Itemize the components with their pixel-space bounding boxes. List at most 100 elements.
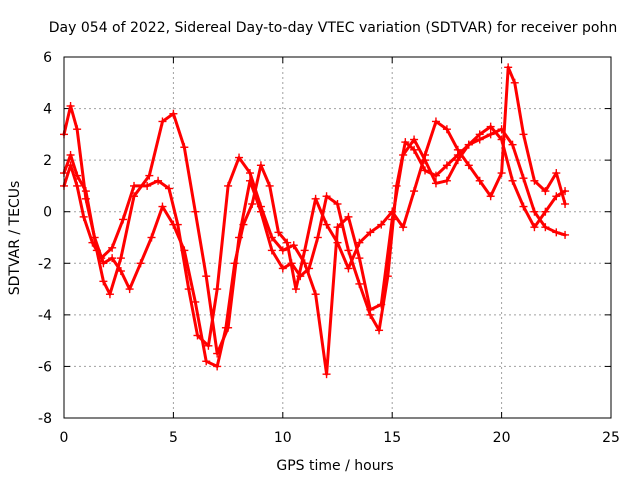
data-point-marker xyxy=(442,125,451,134)
y-tick-label: -4 xyxy=(38,308,52,324)
data-point-marker xyxy=(230,259,239,268)
data-point-marker xyxy=(552,228,561,237)
series-layer xyxy=(60,63,570,379)
data-point-marker xyxy=(245,169,254,178)
data-point-marker xyxy=(344,264,353,273)
y-axis-label: SDTVAR / TECUs xyxy=(7,181,23,296)
data-point-marker xyxy=(508,176,517,185)
data-point-marker xyxy=(73,181,82,190)
data-point-marker xyxy=(267,233,276,242)
data-point-marker xyxy=(165,184,174,193)
data-point-marker xyxy=(366,228,375,237)
data-point-marker xyxy=(475,176,484,185)
data-point-marker xyxy=(399,223,408,232)
data-point-marker xyxy=(431,179,440,188)
data-point-marker xyxy=(79,212,88,221)
data-point-marker xyxy=(442,161,451,170)
data-point-marker xyxy=(530,223,539,232)
data-point-marker xyxy=(143,181,152,190)
data-point-marker xyxy=(421,166,430,175)
x-axis-label: GPS time / hours xyxy=(276,458,393,474)
y-tick-label: 0 xyxy=(43,205,52,221)
x-tick-label: 20 xyxy=(493,430,511,446)
data-point-marker xyxy=(289,241,298,250)
data-point-marker xyxy=(73,125,82,134)
data-point-marker xyxy=(108,254,117,263)
data-point-marker xyxy=(108,243,117,252)
data-point-marker xyxy=(235,153,244,162)
data-point-marker xyxy=(66,101,75,110)
data-point-marker xyxy=(180,143,189,152)
data-point-marker xyxy=(519,174,528,183)
data-point-marker xyxy=(116,267,125,276)
data-point-marker xyxy=(561,199,570,208)
data-point-marker xyxy=(508,140,517,149)
data-point-marker xyxy=(333,223,342,232)
grid-layer xyxy=(64,57,611,418)
y-tick-label: 6 xyxy=(43,50,52,66)
data-point-marker xyxy=(169,220,178,229)
data-point-marker xyxy=(410,145,419,154)
data-point-marker xyxy=(213,362,222,371)
y-tick-label: -6 xyxy=(38,359,52,375)
data-point-marker xyxy=(90,233,99,242)
data-point-marker xyxy=(475,130,484,139)
y-tick-label: 4 xyxy=(43,102,52,118)
data-point-marker xyxy=(145,171,154,180)
data-point-marker xyxy=(300,246,309,255)
data-point-marker xyxy=(291,285,300,294)
data-point-marker xyxy=(344,212,353,221)
data-point-marker xyxy=(530,176,539,185)
data-point-marker xyxy=(119,215,128,224)
y-tick-label: 2 xyxy=(43,153,52,169)
data-point-marker xyxy=(239,220,248,229)
data-point-marker xyxy=(497,169,506,178)
data-point-marker xyxy=(256,202,265,211)
y-tick-label: -8 xyxy=(38,411,52,427)
data-point-marker xyxy=(355,238,364,247)
data-point-marker xyxy=(105,290,114,299)
data-point-marker xyxy=(377,300,386,309)
data-point-marker xyxy=(552,192,561,201)
plot-frame xyxy=(63,56,612,419)
data-point-marker xyxy=(221,323,230,332)
data-point-marker xyxy=(377,220,386,229)
data-point-marker xyxy=(224,181,233,190)
data-point-marker xyxy=(322,192,331,201)
series-track-3-trace xyxy=(62,65,567,368)
data-point-marker xyxy=(486,122,495,131)
data-point-marker xyxy=(99,259,108,268)
data-point-marker xyxy=(519,202,528,211)
data-point-marker xyxy=(399,150,408,159)
x-tick-label: 15 xyxy=(383,430,401,446)
data-point-marker xyxy=(99,277,108,286)
data-point-marker xyxy=(410,135,419,144)
data-point-marker xyxy=(388,207,397,216)
data-point-marker xyxy=(283,238,292,247)
data-point-marker xyxy=(180,246,189,255)
data-point-marker xyxy=(519,130,528,139)
data-point-marker xyxy=(311,290,320,299)
data-point-marker xyxy=(256,161,265,170)
data-point-marker xyxy=(147,233,156,242)
data-point-marker xyxy=(125,285,134,294)
x-tick-label: 10 xyxy=(274,430,292,446)
data-point-marker xyxy=(355,279,364,288)
x-tick-label: 25 xyxy=(602,430,620,446)
data-point-marker xyxy=(322,370,331,379)
data-point-marker xyxy=(66,150,75,159)
data-point-marker xyxy=(541,207,550,216)
data-point-marker xyxy=(191,207,200,216)
y-tick-label: -2 xyxy=(38,256,52,272)
data-point-marker xyxy=(375,326,384,335)
data-point-marker xyxy=(278,264,287,273)
data-point-marker xyxy=(116,254,125,263)
data-point-marker xyxy=(431,117,440,126)
data-point-marker xyxy=(202,272,211,281)
data-point-marker xyxy=(130,181,139,190)
data-point-marker xyxy=(333,238,342,247)
data-point-marker xyxy=(552,169,561,178)
tick-layer: 0 5 10 15 20 25 -8 -6 -4 -2 0 2 4 6 xyxy=(38,50,620,446)
data-point-marker xyxy=(274,228,283,237)
